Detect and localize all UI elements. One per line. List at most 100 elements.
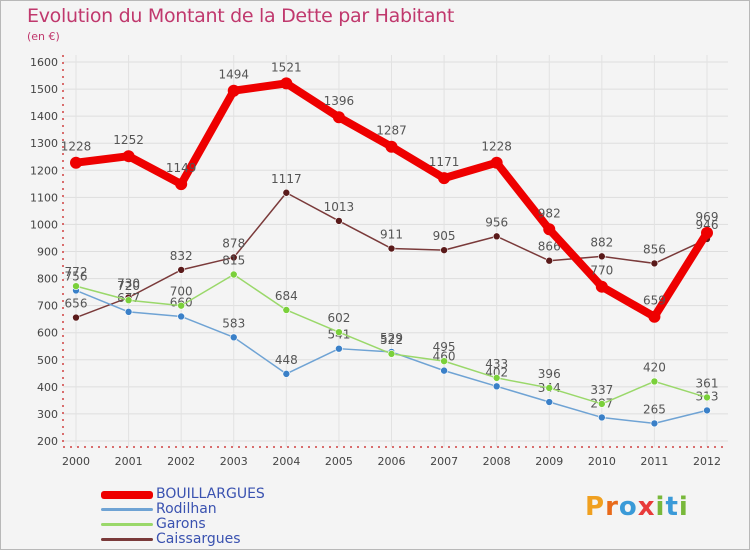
data-point bbox=[545, 398, 554, 406]
y-tick-label: 1200 bbox=[30, 164, 58, 177]
data-point bbox=[229, 333, 238, 342]
data-label: 433 bbox=[485, 357, 508, 371]
data-label: 946 bbox=[696, 218, 719, 232]
y-tick-label: 1300 bbox=[30, 137, 58, 150]
data-point bbox=[543, 223, 556, 236]
data-point bbox=[648, 310, 661, 323]
legend: BOUILLARGUES Rodilhan Garons Caissargues bbox=[101, 487, 321, 547]
data-label: 522 bbox=[380, 333, 403, 347]
data-label: 730 bbox=[117, 277, 140, 291]
data-label: 772 bbox=[65, 265, 88, 279]
logo-letter: x bbox=[637, 492, 656, 522]
x-tick-label: 2006 bbox=[378, 455, 406, 468]
data-label: 361 bbox=[696, 376, 719, 390]
y-tick-label: 600 bbox=[37, 327, 58, 340]
data-point bbox=[177, 266, 185, 274]
data-point bbox=[229, 270, 238, 279]
data-label: 602 bbox=[327, 311, 350, 325]
data-point bbox=[280, 77, 293, 90]
data-label: 1228 bbox=[481, 140, 512, 154]
legend-swatch bbox=[101, 508, 153, 511]
data-label: 856 bbox=[643, 242, 666, 256]
legend-label: Garons bbox=[156, 516, 206, 532]
data-label: 911 bbox=[380, 228, 403, 242]
data-label: 882 bbox=[590, 235, 613, 249]
data-label: 1117 bbox=[271, 172, 302, 186]
legend-item: Rodilhan bbox=[101, 502, 321, 517]
data-label: 529 bbox=[380, 331, 403, 345]
legend-label: BOUILLARGUES bbox=[156, 486, 265, 502]
x-tick-label: 2010 bbox=[588, 455, 616, 468]
data-point bbox=[492, 232, 501, 241]
data-label: 832 bbox=[170, 249, 193, 263]
x-tick-label: 2000 bbox=[62, 455, 90, 468]
data-label: 684 bbox=[275, 289, 298, 303]
data-label: 1149 bbox=[166, 161, 197, 175]
x-tick-label: 2008 bbox=[483, 455, 511, 468]
x-tick-label: 2005 bbox=[325, 455, 353, 468]
data-point bbox=[227, 84, 240, 97]
y-tick-label: 500 bbox=[37, 354, 58, 367]
data-label: 700 bbox=[170, 285, 193, 299]
data-point bbox=[122, 150, 135, 163]
data-label: 866 bbox=[538, 240, 561, 254]
data-point bbox=[492, 382, 501, 391]
data-point bbox=[282, 188, 291, 197]
data-point bbox=[332, 111, 345, 124]
legend-swatch bbox=[101, 523, 153, 526]
data-point bbox=[177, 312, 185, 321]
chart-subtitle: (en €) bbox=[27, 30, 60, 43]
data-label: 583 bbox=[222, 316, 245, 330]
data-point bbox=[440, 246, 448, 254]
x-tick-label: 2004 bbox=[272, 455, 300, 468]
data-point bbox=[703, 393, 711, 402]
data-label: 1252 bbox=[113, 133, 144, 147]
chart-title: Evolution du Montant de la Dette par Hab… bbox=[27, 5, 455, 27]
y-tick-label: 300 bbox=[37, 408, 58, 421]
data-point bbox=[598, 413, 606, 422]
x-tick-label: 2012 bbox=[693, 455, 721, 468]
data-point bbox=[440, 366, 448, 375]
x-tick-label: 2002 bbox=[167, 455, 195, 468]
y-tick-label: 200 bbox=[37, 435, 58, 448]
y-tick-label: 1400 bbox=[30, 110, 58, 123]
data-label: 756 bbox=[65, 269, 88, 283]
logo-letter: P bbox=[585, 492, 606, 522]
legend-item: Garons bbox=[101, 517, 321, 532]
data-point bbox=[385, 140, 398, 153]
data-point bbox=[492, 374, 501, 382]
x-tick-label: 2009 bbox=[535, 455, 563, 468]
data-label: 770 bbox=[590, 264, 613, 278]
data-point bbox=[229, 253, 238, 262]
data-point bbox=[703, 406, 711, 415]
logo-letter: i bbox=[678, 492, 689, 522]
data-point bbox=[595, 280, 608, 293]
data-point bbox=[72, 313, 80, 322]
data-label: 956 bbox=[485, 215, 508, 229]
data-point bbox=[72, 282, 80, 290]
data-point bbox=[124, 308, 133, 316]
y-tick-label: 1100 bbox=[30, 191, 58, 204]
data-point bbox=[701, 226, 713, 239]
y-tick-label: 1000 bbox=[30, 218, 58, 231]
y-tick-label: 800 bbox=[37, 273, 58, 286]
y-tick-label: 700 bbox=[37, 300, 58, 313]
y-tick-label: 1500 bbox=[30, 83, 58, 96]
x-tick-label: 2003 bbox=[220, 455, 248, 468]
data-label: 905 bbox=[433, 229, 456, 243]
data-label: 396 bbox=[538, 367, 561, 381]
data-label: 1494 bbox=[218, 68, 249, 82]
data-label: 878 bbox=[222, 236, 245, 250]
data-point bbox=[177, 301, 185, 310]
x-tick-label: 2001 bbox=[115, 455, 143, 468]
proxiti-logo: Proxiti bbox=[585, 492, 689, 522]
data-label: 1521 bbox=[271, 60, 302, 74]
legend-item: BOUILLARGUES bbox=[101, 487, 321, 502]
data-point bbox=[335, 328, 343, 336]
logo-letter: o bbox=[618, 492, 638, 522]
legend-label: Caissargues bbox=[156, 531, 241, 547]
data-label: 448 bbox=[275, 353, 298, 367]
data-point bbox=[175, 178, 188, 191]
data-label: 1171 bbox=[429, 155, 460, 169]
